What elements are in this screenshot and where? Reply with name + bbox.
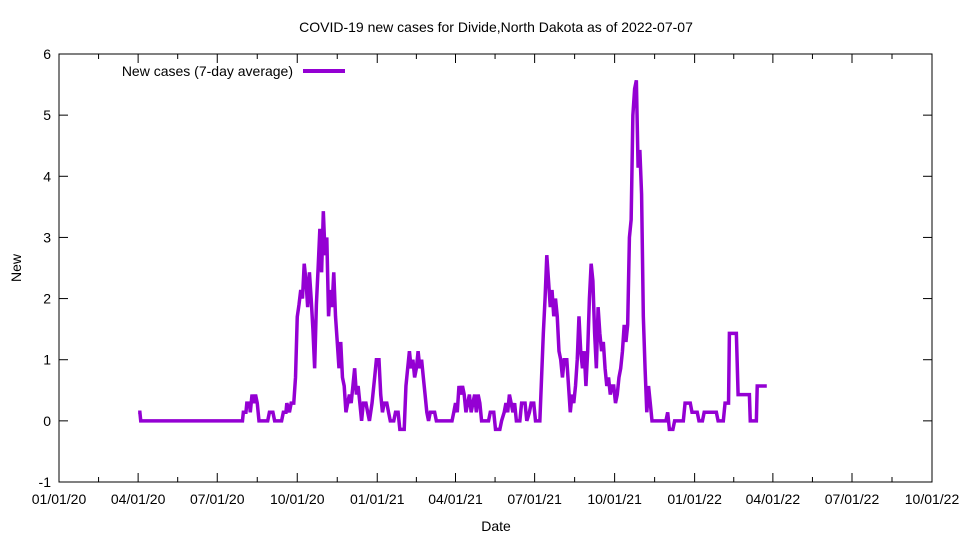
x-tick-label: 04/01/20 [111,491,166,507]
y-tick-label: 4 [43,168,51,184]
y-tick-label: 5 [43,107,51,123]
chart-title: COVID-19 new cases for Divide,North Dako… [299,19,693,35]
x-tick-label: 04/01/21 [428,491,483,507]
y-tick-label: 2 [43,291,51,307]
y-axis-label: New [8,253,24,282]
y-tick-label: 6 [43,46,51,62]
y-tick-label: 3 [43,229,51,245]
x-tick-label: 01/01/20 [32,491,87,507]
x-tick-label: 07/01/22 [825,491,880,507]
series-line-0 [138,79,767,432]
legend-label: New cases (7-day average) [122,63,293,79]
legend: New cases (7-day average) [122,63,345,79]
series-layer [138,79,767,432]
x-axis-label: Date [481,518,511,534]
x-tick-label: 10/01/21 [587,491,642,507]
y-tick-label: 1 [43,352,51,368]
x-tick-label: 10/01/20 [270,491,325,507]
y-tick-label: 0 [43,413,51,429]
x-tick-label: 07/01/21 [507,491,562,507]
plot-frame [58,53,933,483]
x-tick-label: 07/01/20 [190,491,245,507]
x-tick-label: 04/01/22 [746,491,801,507]
x-tick-label: 10/01/22 [905,491,960,507]
y-tick-label: -1 [39,474,52,490]
tick-labels: -1 0 1 2 3 4 5 6 01/01/20 04/01/20 07/01/20 10/01/2… [32,46,960,507]
x-tick-label: 01/01/21 [350,491,405,507]
x-tick-label: 01/01/22 [667,491,722,507]
